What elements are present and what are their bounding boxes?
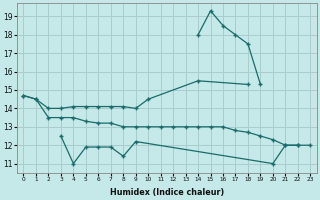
X-axis label: Humidex (Indice chaleur): Humidex (Indice chaleur) (110, 188, 224, 197)
